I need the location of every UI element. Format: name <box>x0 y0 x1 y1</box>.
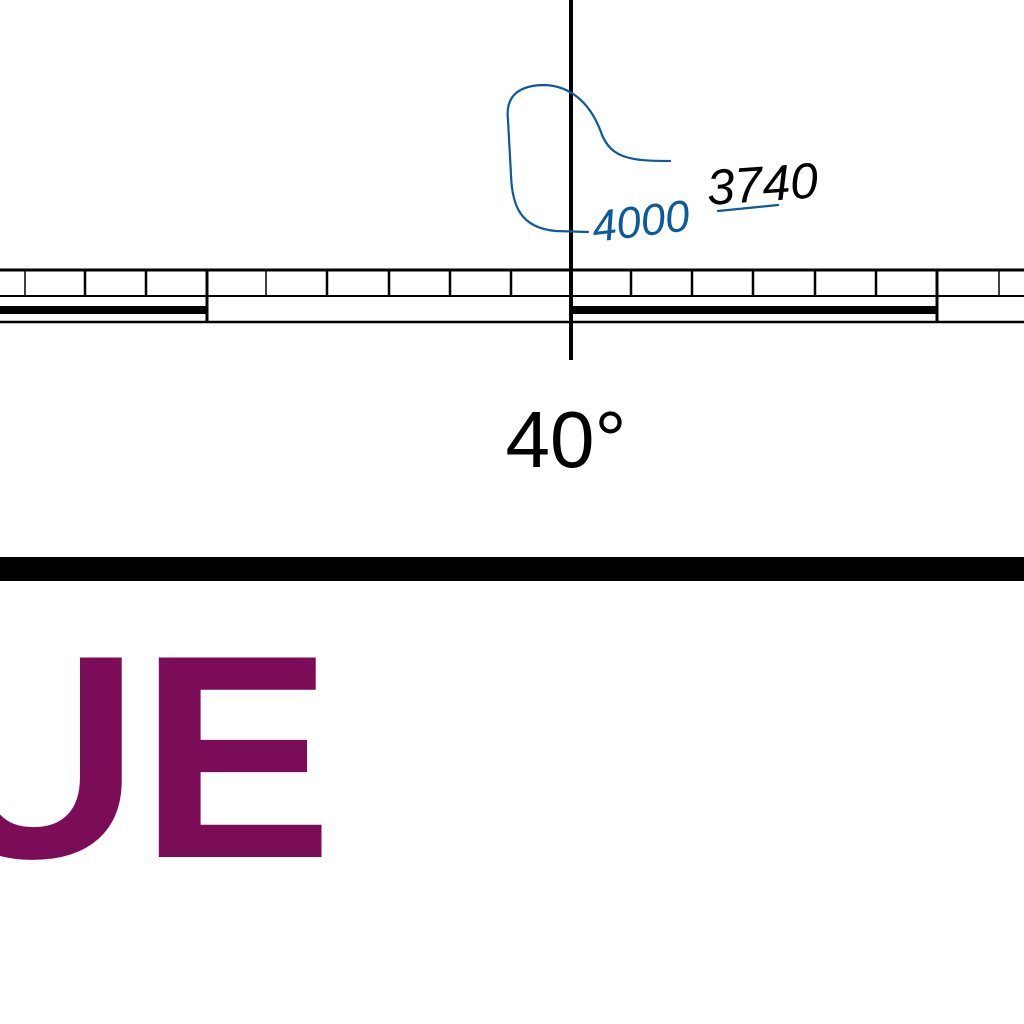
contour-label: 4000 <box>589 191 693 252</box>
contour-leader <box>716 203 780 213</box>
contour-line <box>506 83 672 234</box>
border-minor-ticks <box>24 270 1000 296</box>
map-neatline <box>0 557 1024 581</box>
meridian-label: 40° <box>506 395 627 484</box>
border-major-ticks <box>205 270 939 322</box>
border-band-right <box>571 306 937 314</box>
spot-height-label: 3740 <box>705 152 820 216</box>
border-band-left <box>0 306 207 314</box>
map-title-fragment: UE <box>0 595 333 919</box>
graduated-border <box>0 268 1024 324</box>
